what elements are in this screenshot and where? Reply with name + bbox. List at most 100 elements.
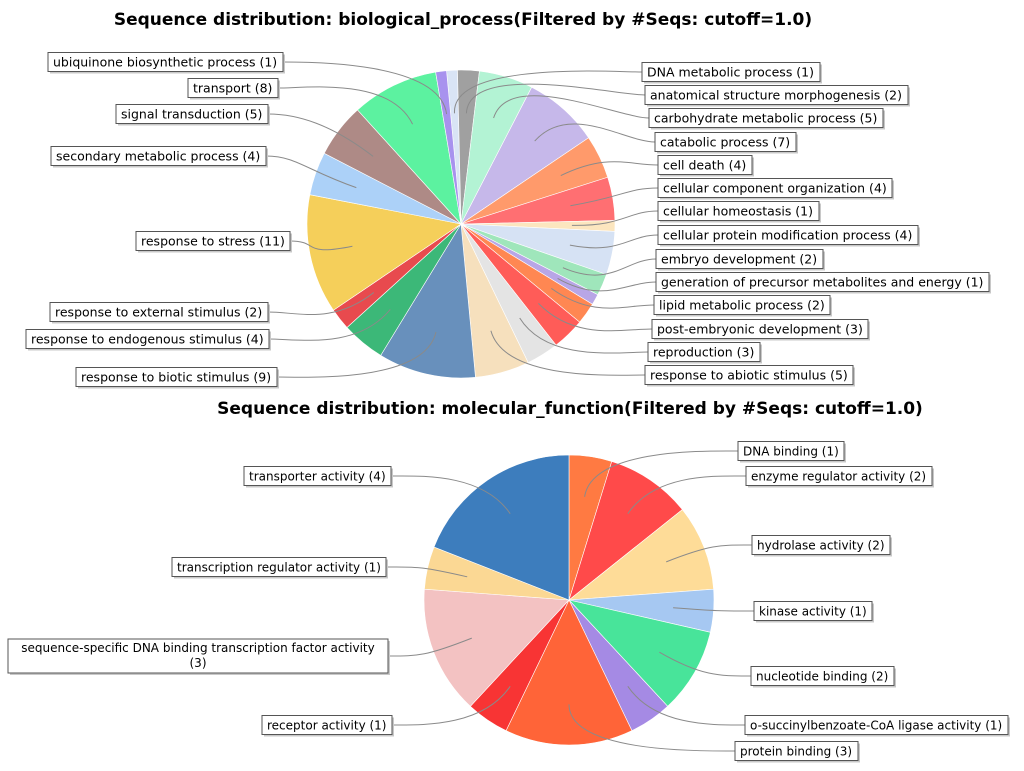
label-box xyxy=(744,715,1009,735)
slice-label: nucleotide binding (2) xyxy=(750,666,896,688)
slice-label: generation of precursor metabolites and … xyxy=(655,272,991,294)
label-box xyxy=(47,52,284,72)
leader-line xyxy=(387,637,472,657)
slice-label-text: transporter activity (4) xyxy=(249,470,386,484)
slice-label: transporter activity (4) xyxy=(243,466,393,488)
leader-line xyxy=(453,70,643,114)
label-box xyxy=(653,295,831,315)
pie-slices xyxy=(306,69,616,379)
slice-label-text: enzyme regulator activity (2) xyxy=(751,470,926,484)
slice-label: hydrolase activity (2) xyxy=(751,535,892,557)
label-box xyxy=(657,178,893,198)
slice-label: embryo development (2) xyxy=(655,249,825,271)
label-box xyxy=(647,342,761,362)
leader-line xyxy=(276,331,437,378)
slice-label-text: hydrolase activity (2) xyxy=(757,539,885,553)
slice-label-text: nucleotide binding (2) xyxy=(756,670,888,684)
label-box xyxy=(644,365,854,385)
slice-label-text: transport (8) xyxy=(193,81,272,96)
leader-line xyxy=(289,240,353,251)
slice-label-text: sequence-specific DNA binding transcript… xyxy=(21,641,374,655)
leader-line xyxy=(627,475,747,514)
pie-slice-transport xyxy=(357,71,462,225)
leader-line xyxy=(465,83,646,114)
slice-label-text: kinase activity (1) xyxy=(759,605,867,619)
slice-label: response to endogenous stimulus (4) xyxy=(25,329,271,351)
leader-line xyxy=(267,292,375,315)
slice-label-text: DNA binding (1) xyxy=(743,445,839,459)
slice-labels: DNA binding (1) enzyme regulator activity… xyxy=(7,441,1010,763)
leader-line xyxy=(584,450,739,497)
leader-lines xyxy=(265,61,659,378)
label-box xyxy=(25,329,270,349)
slice-label-text: DNA metabolic process (1) xyxy=(647,65,814,80)
leader-line xyxy=(385,566,468,578)
slice-label: reproduction (3) xyxy=(647,342,762,364)
slice-label: response to abiotic stimulus (5) xyxy=(644,365,855,387)
slice-label-text: response to stress (11) xyxy=(141,234,285,249)
leader-line xyxy=(627,686,746,726)
slice-label-text: embryo development (2) xyxy=(661,252,817,267)
leader-line xyxy=(538,303,653,332)
slice-label: protein binding (3) xyxy=(734,741,860,763)
chart-title-molecular-function: Sequence distribution: molecular_functio… xyxy=(217,399,923,419)
slice-label: response to stress (11) xyxy=(135,231,292,253)
leader-line xyxy=(534,123,656,143)
label-box xyxy=(657,201,820,221)
label-box xyxy=(745,466,933,486)
pie-biological-process: DNA metabolic process (1) anatomical stru… xyxy=(25,52,991,389)
slice-label: cell death (4) xyxy=(657,155,754,177)
slice-label-text: receptor activity (1) xyxy=(267,719,387,733)
leader-line xyxy=(551,287,655,309)
leader-line xyxy=(282,61,448,115)
pie-slice-nucleotide-binding xyxy=(568,599,711,707)
label-box xyxy=(734,741,859,761)
slice-label-text: post-embryonic development (3) xyxy=(657,322,863,337)
chart-title-biological-process: Sequence distribution: biological_proces… xyxy=(114,10,812,30)
slice-label-text: o-succinylbenzoate-CoA ligase activity (… xyxy=(750,719,1002,733)
label-box xyxy=(7,638,389,674)
leader-line xyxy=(666,544,753,563)
slice-label: receptor activity (1) xyxy=(261,715,394,737)
label-box xyxy=(135,231,291,251)
slice-label-text: generation of precursor metabolites and … xyxy=(661,275,983,290)
leader-line xyxy=(569,234,659,249)
slice-label-text: anatomical structure morphogenesis (2) xyxy=(650,88,902,103)
pie-molecular-function: DNA binding (1) enzyme regulator activity… xyxy=(7,441,1010,763)
label-box xyxy=(737,441,845,461)
slice-label-text: reproduction (3) xyxy=(653,345,754,360)
label-box xyxy=(171,557,387,577)
leader-line xyxy=(277,86,414,125)
slice-label-text: signal transduction (5) xyxy=(121,107,262,122)
slice-label: post-embryonic development (3) xyxy=(651,319,870,341)
leader-line xyxy=(490,330,646,376)
label-box xyxy=(655,249,824,269)
pie-slices xyxy=(423,454,715,746)
slice-label-text: response to endogenous stimulus (4) xyxy=(31,332,264,347)
leader-line xyxy=(562,258,657,276)
slice-label-text: response to external stimulus (2) xyxy=(55,305,262,320)
leader-line xyxy=(673,607,755,612)
slice-label: ubiquinone biosynthetic process (1) xyxy=(47,52,285,74)
slice-label: enzyme regulator activity (2) xyxy=(745,466,934,488)
label-box xyxy=(654,132,797,152)
slice-labels: DNA metabolic process (1) anatomical stru… xyxy=(25,52,991,389)
slice-label: lipid metabolic process (2) xyxy=(653,295,832,317)
label-box xyxy=(655,272,990,292)
label-box xyxy=(187,78,279,98)
label-box xyxy=(243,466,392,486)
label-box xyxy=(50,146,267,166)
slice-label-text: lipid metabolic process (2) xyxy=(659,298,825,313)
pie-slice-ubiquinone-biosynthetic-process xyxy=(435,70,462,225)
leader-line xyxy=(519,317,649,354)
label-box xyxy=(751,535,891,555)
pie-slice-hydrolase-activity xyxy=(568,509,714,601)
slice-label-text: cellular homeostasis (1) xyxy=(663,204,813,219)
pie-slice-transporter-activity xyxy=(433,454,570,601)
leader-line xyxy=(560,161,659,177)
leader-line xyxy=(557,277,657,292)
slice-label: transcription regulator activity (1) xyxy=(171,557,388,579)
leader-line xyxy=(391,686,511,726)
slice-label-text: ubiquinone biosynthetic process (1) xyxy=(53,55,277,70)
